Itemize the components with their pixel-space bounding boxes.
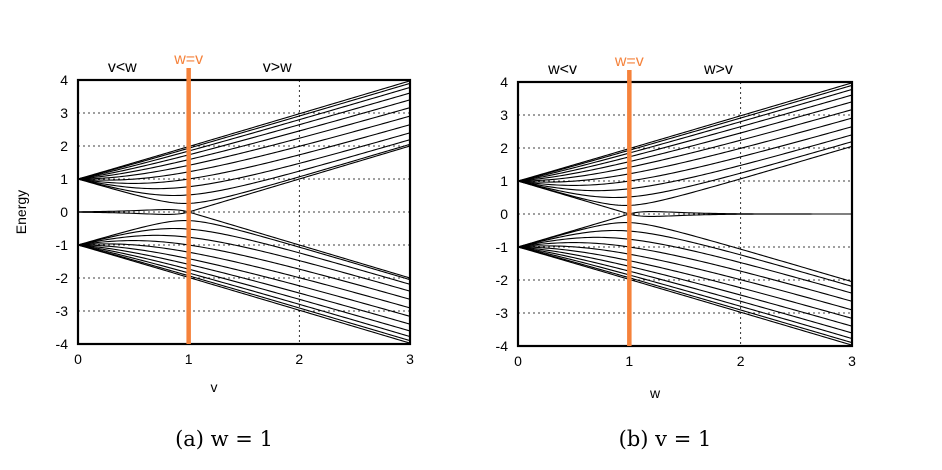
plot-frame bbox=[76, 78, 412, 346]
y-tick-label: -3 bbox=[496, 305, 509, 321]
lower-band-curve bbox=[517, 246, 853, 319]
x-axis-label: v bbox=[211, 379, 218, 395]
lower-band-curve bbox=[517, 246, 853, 346]
y-tick-label: 2 bbox=[60, 138, 68, 154]
x-tick-label: 2 bbox=[737, 353, 745, 369]
lower-band-curve bbox=[517, 246, 853, 334]
upper-band-curve bbox=[77, 132, 411, 190]
lower-band-curve bbox=[77, 244, 411, 344]
lower-band-curve bbox=[77, 244, 411, 317]
y-tick-label: 3 bbox=[500, 107, 508, 123]
upper-band-curve bbox=[517, 84, 853, 182]
plot-frame bbox=[516, 80, 854, 348]
upper-band-curve bbox=[517, 134, 853, 192]
upper-band-curve bbox=[77, 107, 411, 180]
upper-band-curve bbox=[517, 126, 853, 186]
y-tick-label: -3 bbox=[56, 303, 69, 319]
lower-band-curve bbox=[517, 236, 853, 294]
region-label: w<v bbox=[547, 61, 577, 78]
y-tick-label: 4 bbox=[500, 74, 508, 90]
x-tick-label: 1 bbox=[625, 353, 633, 369]
x-axis-label: w bbox=[649, 385, 661, 401]
edge-state-curve bbox=[517, 180, 852, 215]
x-tick-label: 2 bbox=[295, 351, 303, 367]
upper-band-curve bbox=[517, 145, 853, 207]
upper-band-curve bbox=[517, 117, 853, 183]
upper-band-curve bbox=[77, 99, 411, 180]
y-tick-label: -1 bbox=[496, 239, 509, 255]
upper-band-curve bbox=[517, 141, 853, 199]
panel-caption: (b) v = 1 bbox=[619, 427, 712, 451]
y-tick-label: -2 bbox=[56, 270, 69, 286]
upper-band-curve bbox=[517, 101, 853, 182]
lower-band-curve bbox=[517, 242, 853, 302]
y-tick-label: 4 bbox=[60, 72, 68, 88]
y-tick-label: 0 bbox=[60, 204, 68, 220]
x-tick-label: 0 bbox=[74, 351, 82, 367]
lower-band-curve bbox=[77, 240, 411, 300]
y-tick-label: 1 bbox=[500, 173, 508, 189]
x-tick-label: 3 bbox=[406, 351, 414, 367]
edge-state-curve bbox=[517, 213, 852, 248]
x-tick-label: 1 bbox=[185, 351, 193, 367]
y-tick-label: 3 bbox=[60, 105, 68, 121]
upper-band-curve bbox=[77, 143, 411, 205]
lower-band-curve bbox=[77, 243, 411, 309]
panel-a-chart: w=v v<w v>w 4 3 2 1 0 -1 -2 -3 -4 0 1 2 3 v Energy (a) w =… bbox=[13, 51, 414, 451]
x-tick-label: 3 bbox=[848, 353, 856, 369]
lower-band-curve bbox=[77, 227, 411, 285]
upper-band-curve bbox=[77, 139, 411, 197]
lower-band-curve bbox=[77, 219, 411, 281]
upper-band-curve bbox=[517, 94, 853, 182]
upper-band-curve bbox=[77, 80, 411, 180]
region-label: w>v bbox=[703, 61, 733, 78]
y-tick-label: 0 bbox=[500, 206, 508, 222]
lower-band-curve bbox=[517, 246, 853, 340]
lower-band-curve bbox=[77, 244, 411, 342]
upper-band-curve bbox=[517, 88, 853, 182]
marker-label: w=v bbox=[614, 53, 644, 70]
y-tick-label: 1 bbox=[60, 171, 68, 187]
region-label: v<w bbox=[108, 59, 137, 76]
y-tick-label: -4 bbox=[496, 338, 509, 354]
panel-caption: (a) w = 1 bbox=[175, 427, 273, 451]
lower-band-curve bbox=[77, 244, 411, 338]
lower-band-curve bbox=[77, 234, 411, 292]
upper-band-curve bbox=[77, 82, 411, 180]
y-tick-label: 2 bbox=[500, 140, 508, 156]
upper-band-curve bbox=[77, 124, 411, 184]
upper-band-curve bbox=[77, 92, 411, 180]
upper-band-curve bbox=[517, 109, 853, 182]
lower-band-curve bbox=[517, 245, 853, 311]
edge-state-curve bbox=[77, 145, 411, 213]
lower-band-curve bbox=[77, 244, 411, 325]
y-axis-label: Energy bbox=[13, 190, 29, 234]
upper-band-curve bbox=[517, 82, 853, 182]
lower-band-curve bbox=[517, 221, 853, 283]
y-tick-label: -2 bbox=[496, 272, 509, 288]
region-label: v>w bbox=[263, 59, 292, 76]
x-tick-label: 0 bbox=[514, 353, 522, 369]
y-tick-label: -1 bbox=[56, 237, 69, 253]
y-tick-label: -4 bbox=[56, 336, 69, 352]
lower-band-curve bbox=[517, 246, 853, 327]
marker-label: w=v bbox=[173, 51, 203, 68]
upper-band-curve bbox=[77, 86, 411, 180]
upper-band-curve bbox=[77, 115, 411, 181]
lower-band-curve bbox=[77, 244, 411, 332]
panel-b-chart: w=v w<v w>v 4 3 2 1 0 -1 -2 -3 -4 0 1 2 3 w (b) v = 1 bbox=[496, 53, 857, 451]
lower-band-curve bbox=[517, 229, 853, 287]
edge-state-curve bbox=[77, 211, 411, 279]
lower-band-curve bbox=[517, 246, 853, 344]
